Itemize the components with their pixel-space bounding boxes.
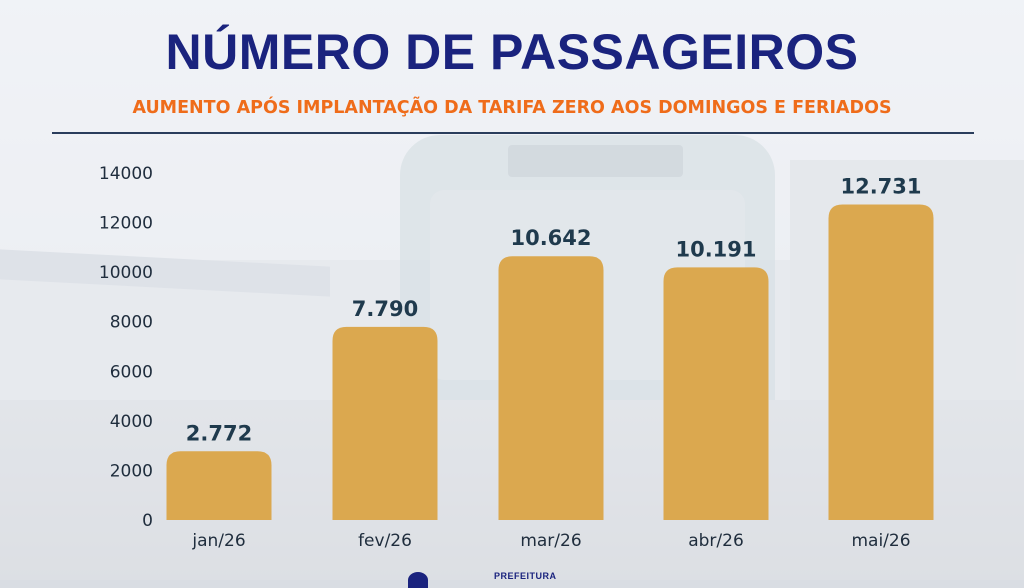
y-tick-label: 0	[142, 511, 153, 531]
x-category-label: fev/26	[358, 531, 412, 551]
data-label: 10.642	[510, 226, 591, 250]
x-category-label: mar/26	[520, 531, 581, 551]
y-tick-label: 6000	[110, 362, 153, 382]
y-tick-label: 8000	[110, 313, 153, 333]
data-label: 12.731	[840, 174, 921, 198]
bars	[166, 204, 934, 520]
y-tick-label: 4000	[110, 412, 153, 432]
data-label: 7.790	[352, 297, 418, 321]
bar-jan-26	[166, 451, 272, 520]
data-labels: 2.772 7.790 10.642 10.191 12.731	[186, 174, 922, 445]
bar-fev-26	[332, 326, 438, 520]
title-divider	[52, 132, 974, 134]
y-tick-label: 2000	[110, 461, 153, 481]
chart-subtitle: AUMENTO APÓS IMPLANTAÇÃO DA TARIFA ZERO …	[132, 98, 892, 118]
y-tick-label: 10000	[99, 263, 153, 283]
x-axis-labels: jan/26 fev/26 mar/26 abr/26 mai/26	[191, 531, 910, 551]
bar-mar-26	[498, 256, 604, 520]
bar-abr-26	[663, 267, 769, 520]
x-category-label: mai/26	[851, 531, 910, 551]
prefeitura-logo-icon	[408, 572, 428, 588]
data-label: 2.772	[186, 421, 252, 445]
chart-title: NÚMERO DE PASSAGEIROS	[165, 24, 859, 80]
data-label: 10.191	[675, 237, 756, 261]
x-category-label: abr/26	[688, 531, 744, 551]
x-category-label: jan/26	[191, 531, 245, 551]
y-tick-label: 14000	[99, 164, 153, 184]
bar-mai-26	[828, 204, 934, 520]
y-tick-label: 12000	[99, 214, 153, 234]
footer-text: PREFEITURA	[494, 571, 557, 581]
y-axis-ticks: 0 2000 4000 6000 8000 10000 12000 14000	[99, 164, 153, 531]
